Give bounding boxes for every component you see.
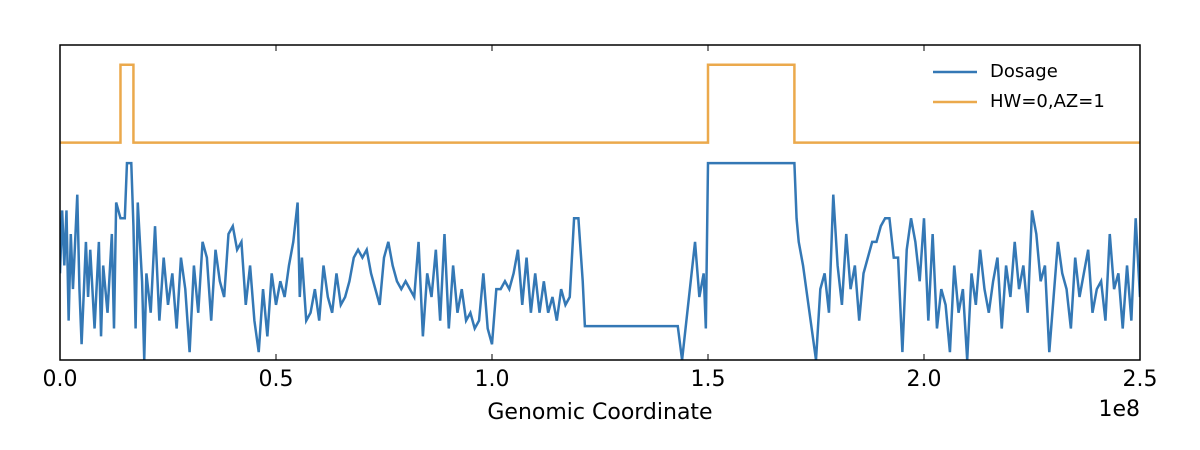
data-line: [60, 161, 1140, 360]
x-tick-label: 0.0: [43, 367, 78, 392]
x-tick-label: 2.5: [1123, 367, 1158, 392]
legend-label: Dosage: [990, 61, 1058, 82]
x-offset-label: 1e8: [1098, 397, 1140, 422]
x-axis-label: Genomic Coordinate: [487, 400, 712, 425]
legend-label: HW=0,AZ=1: [990, 91, 1105, 112]
plot-frame: [59, 44, 1141, 361]
x-tick-label: 2.0: [907, 367, 942, 392]
data-line: [60, 63, 1140, 144]
x-tick-label: 1.5: [691, 367, 726, 392]
x-tick-label: 0.5: [259, 367, 294, 392]
x-tick-label: 1.0: [475, 367, 510, 392]
